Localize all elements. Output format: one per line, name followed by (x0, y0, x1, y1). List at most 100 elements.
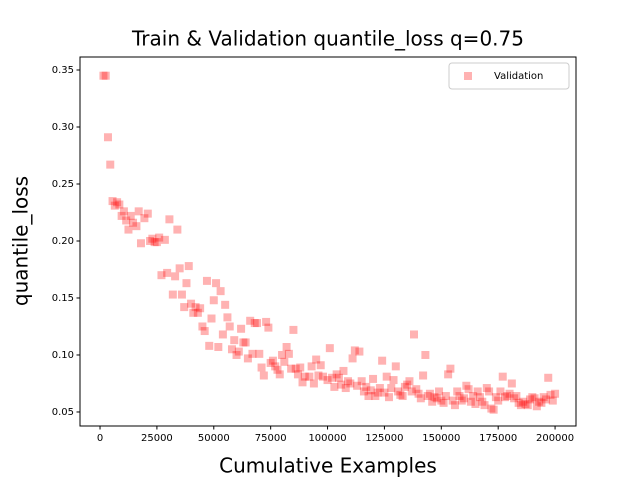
point (389, 376, 398, 385)
point (548, 396, 557, 405)
point (278, 350, 287, 359)
legend-marker (464, 72, 472, 80)
point (480, 401, 489, 410)
y-tick-label: 0.30 (52, 122, 74, 133)
point (478, 397, 487, 406)
point (378, 356, 387, 365)
y-axis-label: quantile_loss (9, 176, 33, 306)
point (371, 392, 380, 401)
point (155, 233, 164, 242)
point (341, 384, 350, 393)
point (510, 394, 519, 403)
point (485, 387, 494, 396)
point (205, 341, 214, 350)
point (332, 370, 341, 379)
point (421, 350, 430, 359)
point (225, 322, 234, 331)
point (191, 303, 200, 312)
point (126, 211, 135, 220)
point (232, 350, 241, 359)
point (214, 343, 223, 352)
point (348, 354, 357, 363)
point (512, 392, 521, 401)
point (198, 322, 207, 331)
point (505, 389, 514, 398)
plot-frame (79, 56, 577, 427)
point (300, 372, 309, 381)
y-tick-label: 0.05 (52, 407, 74, 418)
point (532, 402, 541, 411)
point (535, 397, 544, 406)
point (444, 370, 453, 379)
y-tick-label: 0.15 (52, 293, 74, 304)
point (282, 343, 291, 352)
y-tick-label: 0.10 (52, 350, 74, 361)
point (182, 279, 191, 288)
point (212, 279, 221, 288)
point (425, 389, 434, 398)
point (355, 347, 364, 356)
point (143, 209, 152, 218)
point (200, 327, 209, 336)
point (339, 366, 348, 375)
point (419, 371, 428, 380)
point (334, 373, 343, 382)
point (330, 382, 339, 391)
point (528, 393, 537, 402)
legend-label: Validation (494, 71, 543, 82)
point (122, 216, 131, 225)
x-axis-label: Cumulative Examples (219, 454, 437, 478)
point (237, 324, 246, 333)
point (115, 200, 124, 209)
point (316, 361, 325, 370)
point (150, 238, 159, 247)
point (305, 372, 314, 381)
point (539, 393, 548, 402)
point (227, 345, 236, 354)
point (148, 234, 157, 243)
point (530, 394, 539, 403)
x-tick-label: 0 (97, 433, 103, 444)
point (464, 385, 473, 394)
point (296, 363, 305, 372)
point (132, 222, 141, 231)
point (110, 201, 119, 210)
x-tick-label: 25000 (141, 433, 173, 444)
point (106, 160, 115, 169)
point (325, 344, 334, 353)
point (160, 235, 169, 244)
point (487, 404, 496, 413)
y-tick-label: 0.35 (52, 65, 74, 76)
point (184, 262, 193, 271)
point (216, 287, 225, 296)
point (328, 373, 337, 382)
point (284, 349, 293, 358)
point (375, 384, 384, 393)
point (471, 399, 480, 408)
point (234, 347, 243, 356)
point (163, 268, 172, 277)
point (384, 393, 393, 402)
point (230, 336, 239, 345)
point (136, 239, 145, 248)
point (423, 392, 432, 401)
point (437, 396, 446, 405)
point (175, 264, 184, 273)
point (405, 377, 414, 386)
point (287, 364, 296, 373)
point (362, 382, 371, 391)
point (134, 207, 143, 216)
point (373, 388, 382, 397)
point (262, 317, 271, 326)
point (466, 397, 475, 406)
point (382, 372, 391, 381)
point (318, 372, 327, 381)
point (435, 387, 444, 396)
point (293, 370, 302, 379)
point (482, 384, 491, 393)
point (489, 405, 498, 414)
point (113, 198, 122, 207)
point (268, 356, 277, 365)
point (177, 290, 186, 299)
